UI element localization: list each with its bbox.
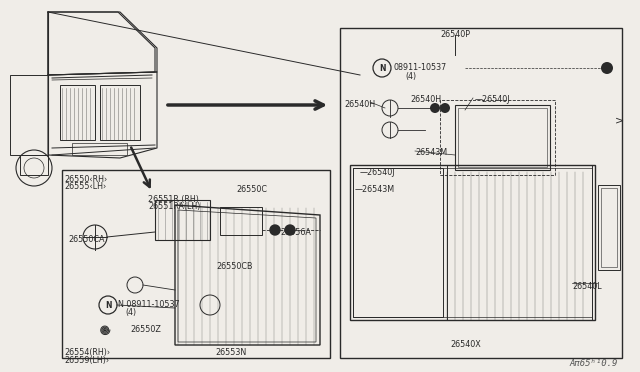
Text: 26540H: 26540H [410,95,441,104]
Text: —26540J: —26540J [360,168,396,177]
Text: 26550‹RH›: 26550‹RH› [64,175,107,184]
Bar [455,105,550,170]
Bar [72,143,127,155]
Text: 26555‹LH›: 26555‹LH› [64,182,106,191]
Text: 26556A: 26556A [280,228,311,237]
Text: 26540X: 26540X [450,340,481,349]
Bar [353,168,443,317]
Text: —26540J: —26540J [475,95,511,104]
Circle shape [440,103,450,113]
Bar [440,100,555,175]
Text: 26559(LH)›: 26559(LH)› [64,356,109,365]
Bar [350,165,595,320]
Text: N: N [105,301,111,310]
Circle shape [601,62,613,74]
Bar [447,165,592,320]
Text: 26554(RH)›: 26554(RH)› [64,348,110,357]
Circle shape [285,225,295,235]
Text: 08911-10537: 08911-10537 [393,63,446,72]
Text: 26550CA: 26550CA [68,235,104,244]
Bar [155,200,210,240]
Text: (4): (4) [125,308,136,317]
Bar [220,207,262,235]
Text: 26543M: 26543M [415,148,447,157]
Text: >: > [616,115,625,125]
Text: Aπ65ʰ¹0.9: Aπ65ʰ¹0.9 [570,359,618,368]
Text: 26550C: 26550C [236,185,267,194]
Bar [601,188,617,267]
Text: 26540L: 26540L [572,282,602,291]
Text: —26543M: —26543M [355,185,395,194]
Bar [353,168,592,317]
Text: N 08911-10537: N 08911-10537 [118,300,180,309]
Circle shape [270,225,280,235]
Bar [60,85,95,140]
Circle shape [430,103,440,113]
Text: 26540P: 26540P [440,30,470,39]
Text: 26551R (RH): 26551R (RH) [148,195,199,204]
Text: (4): (4) [405,72,416,81]
Bar [62,170,330,358]
Text: 26553N: 26553N [215,348,246,357]
Text: 26540H: 26540H [344,100,375,109]
Bar [100,85,140,140]
Bar [598,185,620,270]
Text: 26550Z: 26550Z [130,325,161,334]
Text: N: N [379,64,385,73]
Bar [340,28,622,358]
Bar [458,108,547,167]
Text: 26550CB: 26550CB [216,262,253,271]
Text: 26551RA(LH): 26551RA(LH) [148,202,200,211]
